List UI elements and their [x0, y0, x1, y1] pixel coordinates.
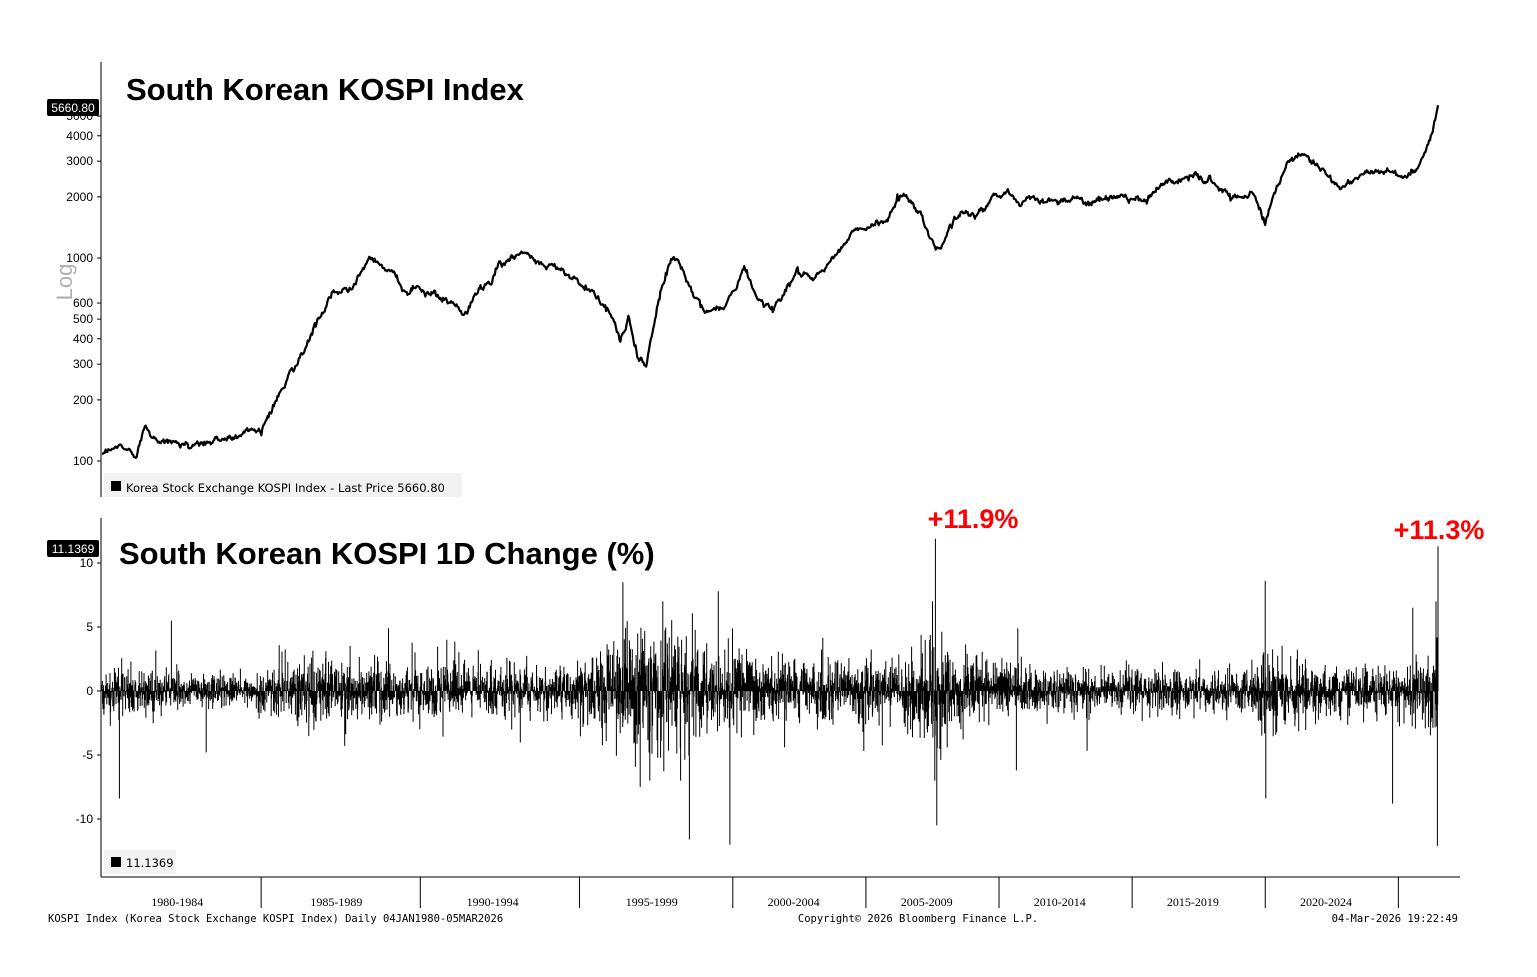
top-y-tick-label: 500 [73, 312, 93, 326]
x-tick-label: 2015-2019 [1167, 895, 1219, 909]
top-log-label: Log [52, 264, 77, 301]
x-tick-label: 1990-1994 [467, 895, 519, 909]
bottom-y-tick-label: -5 [82, 748, 93, 762]
top-chart-title: South Korean KOSPI Index [126, 72, 525, 107]
bottom-y-tick-label: -10 [76, 812, 94, 826]
bottom-last-value-badge: 11.1369 [47, 540, 99, 557]
x-axis: 1980-1984 1985-1989 1990-1994 1995-1999 2000… [151, 877, 1399, 909]
x-tick-label: 2020-2024 [1300, 895, 1352, 909]
kospi-price-line [101, 104, 1440, 459]
top-last-value-text: 5660.80 [51, 101, 95, 115]
bottom-legend: 11.1369 [104, 850, 176, 874]
top-y-tick-label: 100 [73, 454, 93, 468]
bottom-legend-text: 11.1369 [126, 856, 174, 870]
bottom-y-tick-label: 0 [86, 684, 93, 698]
top-legend-swatch [111, 481, 121, 491]
top-y-tick-label: 4000 [66, 129, 93, 143]
daily-change-bars [101, 538, 1439, 846]
x-tick-label: 2010-2014 [1034, 895, 1086, 909]
top-legend-text: Korea Stock Exchange KOSPI Index - Last … [126, 481, 445, 495]
x-tick-label: 1995-1999 [626, 895, 678, 909]
bottom-y-tick-label: 10 [80, 556, 94, 570]
bottom-panel: 10 5 0 -5 -10 11.1369 South Korean KOSPI 1D … [47, 504, 1485, 878]
annotation-2008-peak: +11.9% [928, 504, 1019, 534]
top-y-tick-label: 2000 [66, 190, 93, 204]
top-y-tick-label: 300 [73, 357, 93, 371]
x-tick-label: 1980-1984 [151, 895, 203, 909]
bottom-y-tick-label: 5 [86, 620, 93, 634]
x-tick-label: 2000-2004 [768, 895, 820, 909]
bottom-legend-swatch [111, 857, 121, 867]
top-last-value-badge: 5660.80 [47, 99, 99, 116]
footer-left: KOSPI Index (Korea Stock Exchange KOSPI … [48, 913, 503, 925]
annotation-2026-peak: +11.3% [1394, 515, 1485, 545]
top-y-tick-label: 1000 [66, 251, 93, 265]
x-tick-label: 2005-2009 [901, 895, 953, 909]
x-tick-label: 1985-1989 [310, 895, 362, 909]
top-y-tick-label: 600 [73, 296, 93, 310]
top-y-tick-label: 400 [73, 332, 93, 346]
top-y-tick-label: 3000 [66, 154, 93, 168]
bottom-chart-title: South Korean KOSPI 1D Change (%) [119, 536, 655, 571]
footer-right: 04-Mar-2026 19:22:49 [1332, 913, 1458, 925]
top-legend: Korea Stock Exchange KOSPI Index - Last … [104, 473, 462, 497]
top-y-tick-label: 200 [73, 393, 93, 407]
footer-center: Copyright© 2026 Bloomberg Finance L.P. [798, 913, 1038, 925]
bottom-last-value-text: 11.1369 [52, 542, 95, 556]
bottom-y-ticks: 10 5 0 -5 -10 [76, 556, 101, 826]
